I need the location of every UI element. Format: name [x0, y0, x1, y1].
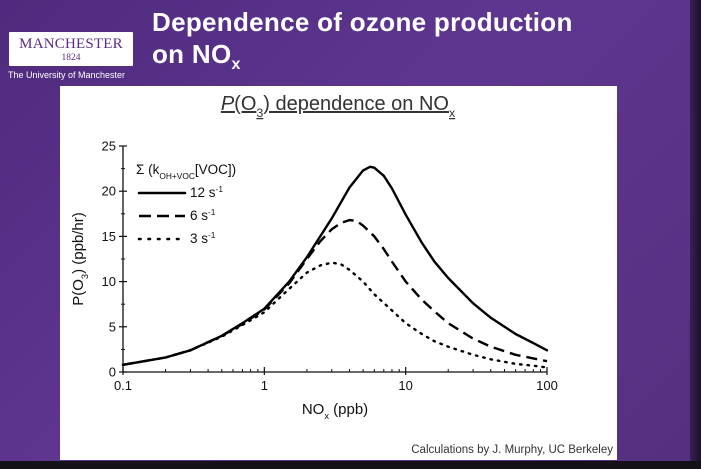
- logo-subtitle: The University of Manchester: [8, 70, 126, 80]
- chart-title: P(O3) dependence on NOx: [221, 93, 456, 120]
- slide-right-edge: [690, 0, 701, 469]
- x-tick-label: 100: [536, 378, 558, 393]
- slide-title: Dependence of ozone production on NOx: [152, 6, 573, 81]
- y-tick-label: 0: [109, 365, 116, 380]
- x-tick-label: 1: [261, 378, 268, 393]
- slide-title-subscript: x: [231, 56, 241, 73]
- legend-label-2: 6 s-1: [190, 207, 216, 223]
- x-axis-label: NOx (ppb): [302, 401, 368, 421]
- y-tick-label: 15: [102, 229, 116, 244]
- legend-label-3: 3 s-1: [190, 230, 216, 246]
- logo-name: MANCHESTER: [19, 36, 123, 52]
- series-line-1: [121, 165, 549, 366]
- legend-title: Σ (kOH+VOC[VOC]): [136, 162, 236, 181]
- y-tick-label: 20: [102, 184, 116, 199]
- slide-title-main: on NO: [152, 39, 232, 69]
- chart-panel: P(O3) dependence on NOx 0 5 10 15 20 25 0.1 1 10 1…: [60, 86, 617, 460]
- ozone-chart: P(O3) dependence on NOx 0 5 10 15 20 25 0.1 1 10 1…: [70, 93, 558, 421]
- slide-title-line2: on NOx: [152, 38, 573, 81]
- legend-label-1: 12 s-1: [190, 184, 223, 200]
- slide-title-line1: Dependence of ozone production: [152, 7, 573, 37]
- x-tick-label: 10: [398, 378, 412, 393]
- x-tick-label: 0.1: [114, 378, 132, 393]
- y-tick-label: 10: [102, 274, 116, 289]
- series-line-2: [122, 218, 548, 366]
- y-tick-label: 25: [102, 139, 116, 154]
- y-axis-label: P(O3) (ppb/hr): [70, 212, 90, 306]
- credit-note: Calculations by J. Murphy, UC Berkeley: [411, 444, 613, 456]
- slide-bottom-edge: [0, 461, 701, 469]
- university-logo: MANCHESTER 1824: [9, 32, 133, 66]
- y-tick-label: 5: [109, 319, 116, 334]
- series-line-3: [121, 261, 549, 369]
- logo-year: 1824: [61, 53, 81, 63]
